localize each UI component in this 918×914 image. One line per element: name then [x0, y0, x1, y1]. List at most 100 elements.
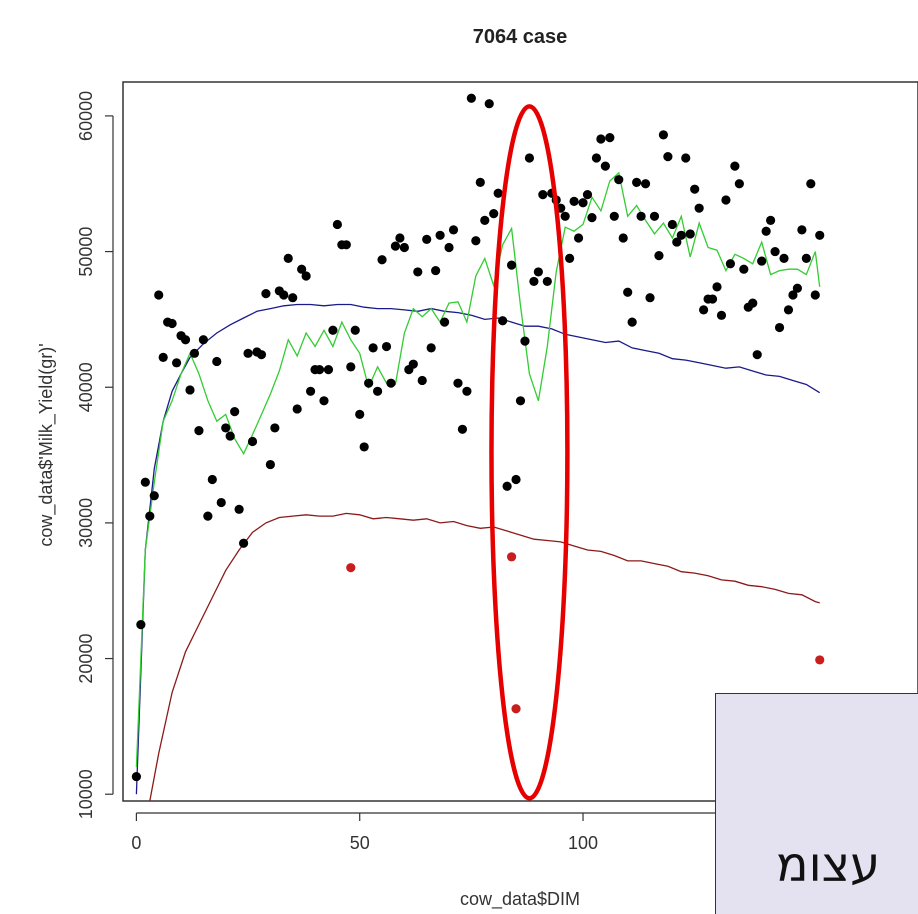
data-point: [806, 179, 816, 189]
data-point: [247, 436, 258, 447]
annotations: [489, 104, 570, 801]
plot-frame: [122, 81, 918, 802]
data-point: [185, 385, 195, 395]
data-point: [154, 290, 164, 300]
series-line-3: [149, 512, 820, 801]
data-point: [439, 317, 450, 327]
data-point: [582, 189, 593, 200]
data-point: [569, 196, 579, 206]
data-point: [502, 481, 512, 491]
y-tick-label: 40000: [76, 362, 96, 412]
data-point: [140, 477, 150, 487]
data-point: [725, 259, 736, 269]
data-point: [788, 290, 798, 300]
data-point: [194, 426, 204, 436]
data-point: [422, 234, 432, 244]
data-point: [149, 491, 159, 501]
data-point: [515, 396, 526, 406]
data-point: [314, 365, 325, 375]
data-point: [230, 407, 240, 417]
data-point: [587, 213, 597, 223]
data-point: [234, 504, 244, 514]
data-point: [810, 290, 820, 300]
data-point: [636, 211, 646, 221]
data-point: [614, 175, 624, 185]
data-point: [448, 225, 459, 235]
data-point: [341, 240, 351, 250]
data-point: [506, 260, 517, 270]
data-point: [632, 177, 642, 187]
data-point: [145, 511, 155, 521]
data-point: [663, 152, 673, 162]
data-point: [538, 189, 548, 200]
data-point: [355, 409, 365, 419]
data-point: [359, 442, 369, 452]
data-point: [694, 203, 704, 213]
data-point: [323, 365, 334, 375]
data-point: [417, 375, 427, 386]
data-point: [457, 424, 468, 434]
data-point: [520, 336, 530, 346]
data-point: [797, 225, 807, 235]
data-point: [350, 325, 360, 335]
y-tick-label: 20000: [76, 634, 96, 684]
data-point: [364, 378, 374, 388]
data-point: [600, 161, 610, 171]
data-point: [565, 253, 575, 263]
data-point: [216, 497, 226, 508]
data-point: [774, 322, 785, 333]
data-point: [207, 474, 217, 485]
data-point: [618, 233, 628, 243]
y-tick-label: 50000: [76, 227, 96, 277]
data-point: [716, 310, 727, 320]
y-tick-label: 60000: [76, 91, 96, 141]
data-point: [256, 350, 267, 360]
data-point: [198, 335, 208, 345]
data-point: [667, 219, 677, 230]
overlay-box: עצומ: [715, 693, 918, 914]
data-point: [498, 316, 508, 326]
data-point: [426, 343, 436, 353]
data-point: [676, 230, 686, 240]
data-point: [533, 267, 543, 277]
data-point: [265, 459, 275, 470]
data-point: [435, 230, 445, 240]
data-point: [408, 359, 418, 369]
data-point: [372, 386, 383, 396]
data-point: [297, 264, 307, 274]
data-point: [283, 253, 293, 263]
data-point: [815, 230, 825, 240]
data-point: [381, 341, 392, 352]
data-point: [212, 356, 222, 367]
data-point: [413, 267, 423, 277]
data-point: [484, 99, 494, 109]
data-point: [462, 386, 472, 396]
data-point: [511, 474, 521, 485]
data-point: [658, 130, 669, 140]
data-point: [305, 386, 316, 396]
data-point: [431, 265, 441, 276]
data-point: [238, 538, 249, 548]
data-point: [627, 317, 637, 327]
data-point: [596, 134, 606, 144]
data-point: [739, 264, 749, 274]
data-point: [506, 552, 517, 562]
data-point: [681, 153, 691, 163]
data-point: [734, 179, 744, 189]
data-point: [699, 305, 709, 315]
data-point: [815, 655, 825, 665]
data-point: [560, 211, 570, 221]
overlay-text: עצומ: [776, 837, 881, 893]
data-point: [225, 431, 235, 441]
data-point: [189, 348, 200, 358]
x-tick-label: 0: [131, 833, 141, 853]
data-point: [261, 289, 271, 299]
data-point: [591, 153, 602, 163]
data-point: [712, 282, 722, 292]
data-point: [730, 161, 740, 171]
data-point: [766, 215, 776, 225]
data-point: [471, 236, 481, 246]
data-point: [270, 423, 280, 433]
y-tick-label: 30000: [76, 498, 96, 548]
